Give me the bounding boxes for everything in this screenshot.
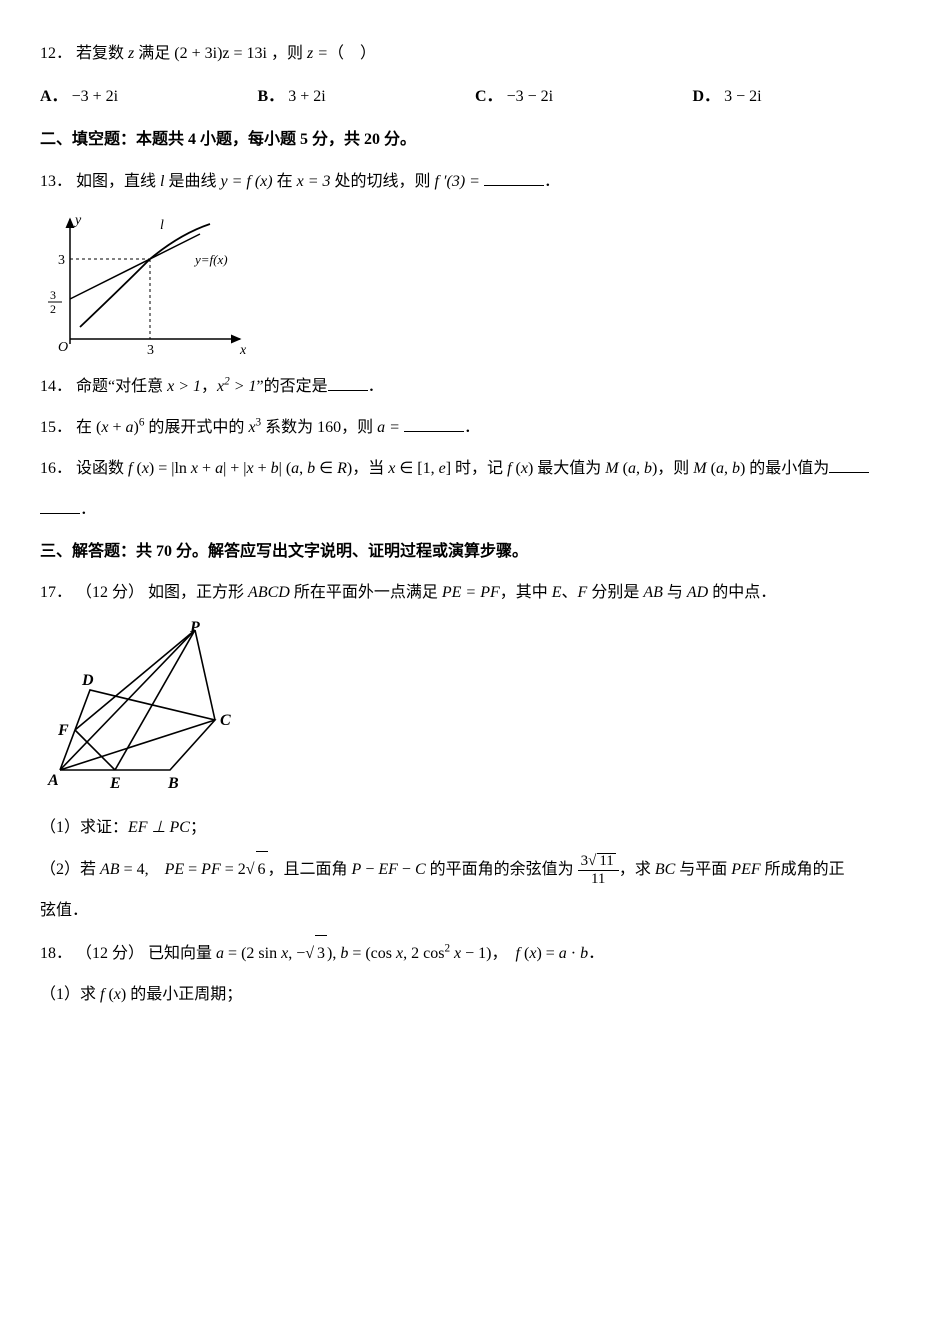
q13-origin: O — [58, 340, 68, 355]
q15-num: 15． — [40, 419, 72, 436]
q17-part1: （1）求证：EF ⊥ PC； — [40, 810, 910, 845]
lbl-F: F — [57, 722, 69, 739]
q17: 17． （12 分） 如图，正方形 ABCD 所在平面外一点满足 PE = PF… — [40, 575, 910, 610]
q12-opt-A: A． −3 + 2i — [40, 79, 258, 114]
lbl-A: A — [47, 772, 59, 789]
q13-y32d: 2 — [50, 302, 56, 316]
section3-heading: 三、解答题：共 70 分。解答应写出文字说明、证明过程或演算步骤。 — [40, 534, 910, 569]
q13-y3: 3 — [58, 253, 65, 268]
q17-num: 17． — [40, 584, 72, 601]
q16-blank — [829, 456, 869, 473]
q12: 12． 若复数 z 满足 (2 + 3i)z = 13i ，则 z =（ ） — [40, 36, 910, 71]
q17-part2: （2）若 AB = 4, PE = PF = 2√6，且二面角 P − EF −… — [40, 851, 910, 887]
q12-num: 12． — [40, 45, 72, 62]
q13: 13． 如图，直线 l 是曲线 y = f (x) 在 x = 3 处的切线，则… — [40, 164, 910, 199]
q12-opt-C: C． −3 − 2i — [475, 79, 693, 114]
lbl-E: E — [109, 775, 121, 792]
q14-num: 14． — [40, 378, 72, 395]
q16-num: 16． — [40, 460, 72, 477]
lbl-D: D — [81, 672, 94, 689]
q15-blank — [404, 415, 464, 432]
q13-l-label: l — [160, 218, 164, 233]
q13-tick3: 3 — [147, 343, 154, 358]
q18-part1: （1）求 f (x) 的最小正周期； — [40, 977, 910, 1012]
q13-xlabel: x — [239, 343, 247, 358]
q14-blank — [328, 374, 368, 391]
q13-blank — [484, 169, 544, 186]
q18: 18． （12 分） 已知向量 a = (2 sin x, −√3), b = … — [40, 935, 910, 971]
q17-part2-cont: 弦值． — [40, 893, 910, 928]
lbl-P: P — [189, 620, 200, 636]
q12-options: A． −3 + 2i B． 3 + 2i C． −3 − 2i D． 3 − 2… — [40, 79, 910, 114]
q14: 14． 命题“对任意 x > 1，x2 > 1”的否定是． — [40, 369, 910, 404]
q16-cont: ． — [40, 492, 910, 527]
q13-curve-label: y=f(x) — [193, 252, 228, 267]
q13-ylabel: y — [73, 213, 82, 228]
q13-num: 13． — [40, 173, 72, 190]
q18-num: 18． — [40, 945, 72, 962]
lbl-C: C — [220, 712, 231, 729]
lbl-B: B — [167, 775, 179, 792]
q15: 15． 在 (x + a)6 的展开式中的 x3 系数为 160，则 a = ． — [40, 410, 910, 445]
q17-diagram: P D C F A E B — [40, 620, 250, 800]
q12-opt-D: D． 3 − 2i — [693, 79, 911, 114]
q13-graph: y x O 3 3 3 2 l y=f(x) — [40, 209, 260, 359]
section2-heading: 二、填空题：本题共 4 小题，每小题 5 分，共 20 分。 — [40, 122, 910, 157]
q12-opt-B: B． 3 + 2i — [258, 79, 476, 114]
q13-y32n: 3 — [50, 288, 56, 302]
q16: 16． 设函数 f (x) = |ln x + a| + |x + b| (a,… — [40, 451, 910, 486]
